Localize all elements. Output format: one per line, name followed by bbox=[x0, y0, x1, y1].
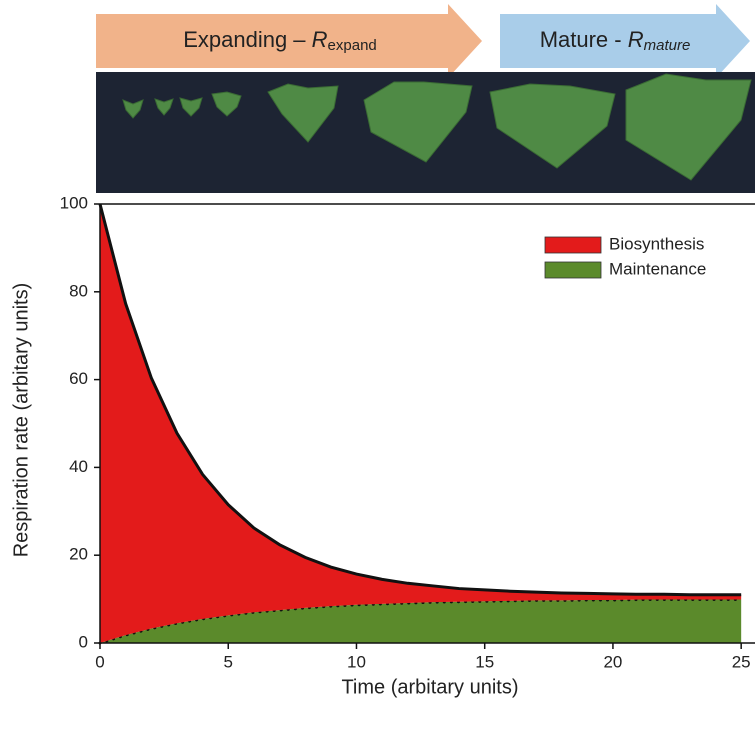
x-tick-label: 10 bbox=[347, 652, 366, 671]
y-tick-label: 100 bbox=[60, 193, 88, 212]
x-tick-label: 5 bbox=[224, 652, 233, 671]
legend-swatch bbox=[544, 261, 602, 279]
mature-arrow bbox=[500, 4, 750, 78]
legend-swatch bbox=[544, 236, 602, 254]
mature-label: Mature - Rmature bbox=[540, 27, 691, 54]
y-tick-label: 80 bbox=[69, 281, 88, 300]
x-tick-label: 20 bbox=[603, 652, 622, 671]
total-line bbox=[98, 203, 742, 597]
y-tick-label: 0 bbox=[79, 632, 88, 651]
y-tick-label: 20 bbox=[69, 545, 88, 564]
legend-label: Biosynthesis bbox=[609, 234, 704, 253]
leaf-photo bbox=[96, 72, 755, 193]
x-tick-label: 25 bbox=[732, 652, 751, 671]
x-tick-label: 15 bbox=[475, 652, 494, 671]
expanding-label: Expanding – Rexpand bbox=[183, 27, 377, 54]
x-axis-label: Time (arbitary units) bbox=[341, 676, 518, 698]
legend-label: Maintenance bbox=[609, 259, 706, 278]
y-axis-label: Respiration rate (arbitary units) bbox=[10, 283, 32, 558]
expanding-arrow bbox=[96, 4, 482, 78]
y-tick-label: 60 bbox=[69, 369, 88, 388]
area bbox=[100, 599, 742, 643]
y-tick-label: 40 bbox=[69, 457, 88, 476]
x-tick-label: 0 bbox=[95, 652, 104, 671]
